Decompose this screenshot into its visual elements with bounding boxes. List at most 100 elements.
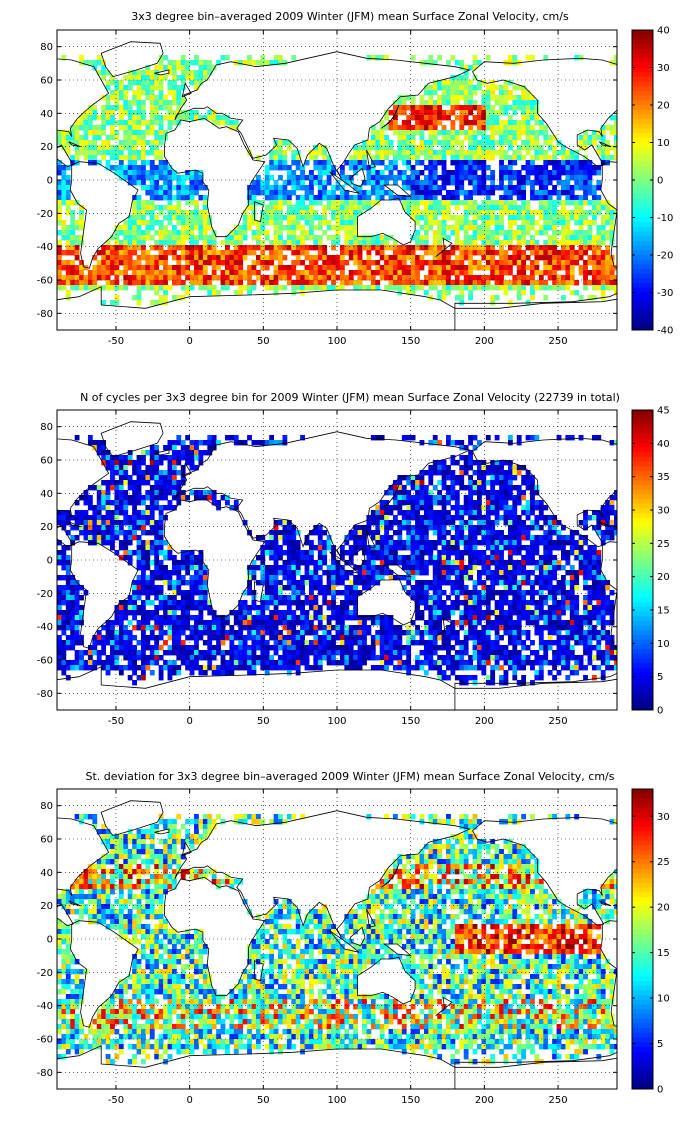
data-cell: [481, 140, 487, 146]
data-cell: [428, 110, 434, 116]
data-cell: [419, 185, 425, 191]
data-cell: [353, 160, 359, 166]
data-cell: [123, 505, 129, 511]
data-cell: [185, 185, 191, 191]
data-cell: [65, 290, 71, 296]
data-cell: [538, 185, 544, 191]
data-cell: [388, 195, 394, 201]
data-cell: [105, 540, 111, 546]
data-cell: [158, 230, 164, 236]
data-cell: [512, 530, 518, 536]
data-cell: [194, 240, 199, 246]
data-cell: [446, 550, 451, 556]
data-cell: [255, 235, 261, 241]
data-cell: [264, 185, 270, 191]
data-cell: [185, 230, 191, 236]
data-cell: [454, 480, 460, 486]
data-cell: [415, 205, 420, 211]
data-cell: [530, 250, 535, 256]
data-cell: [428, 550, 434, 556]
data-cell: [114, 485, 120, 491]
data-cell: [154, 280, 160, 286]
data-cell: [499, 495, 504, 501]
data-cell: [158, 295, 164, 301]
data-cell: [65, 515, 71, 521]
data-cell: [596, 265, 602, 271]
data-cell: [251, 185, 257, 191]
data-cell: [494, 220, 500, 226]
data-cell: [393, 520, 398, 526]
data-cell: [105, 520, 111, 526]
data-cell: [370, 545, 376, 551]
data-cell: [583, 180, 588, 186]
data-cell: [441, 560, 447, 566]
data-cell: [136, 105, 142, 111]
data-cell: [437, 515, 443, 521]
data-cell: [145, 65, 151, 71]
data-cell: [432, 440, 438, 446]
data-cell: [463, 115, 469, 121]
data-cell: [65, 250, 71, 256]
data-cell: [309, 155, 314, 161]
data-cell: [141, 155, 146, 161]
data-cell: [494, 505, 500, 511]
data-cell: [499, 535, 504, 541]
data-cell: [490, 550, 496, 556]
data-cell: [185, 210, 191, 216]
data-cell: [401, 270, 407, 276]
data-cell: [459, 290, 465, 296]
data-cell: [432, 170, 438, 176]
data-cell: [304, 190, 310, 196]
data-cell: [273, 440, 279, 446]
data-cell: [507, 255, 513, 261]
data-cell: [423, 120, 429, 126]
data-cell: [110, 130, 115, 136]
data-cell: [216, 255, 221, 261]
data-cell: [423, 180, 429, 186]
data-cell: [578, 170, 584, 176]
data-cell: [490, 210, 496, 216]
data-cell: [454, 285, 460, 291]
data-cell: [379, 535, 385, 541]
data-cell: [516, 95, 522, 101]
data-cell: [459, 65, 465, 71]
data-cell: [446, 80, 451, 86]
data-cell: [415, 285, 420, 291]
data-cell: [468, 175, 473, 181]
data-cell: [202, 490, 208, 496]
data-cell: [264, 230, 270, 236]
data-cell: [335, 180, 341, 186]
data-cell: [127, 485, 133, 491]
data-cell: [145, 510, 151, 516]
data-cell: [79, 55, 84, 61]
data-cell: [118, 225, 124, 231]
data-cell: [163, 490, 168, 496]
colorbar-segment: [632, 128, 653, 134]
data-cell: [463, 165, 469, 171]
data-cell: [74, 240, 80, 246]
data-cell: [167, 220, 173, 226]
colorbar-tick-label: 0: [657, 176, 663, 187]
data-cell: [220, 275, 226, 281]
data-cell: [401, 555, 407, 561]
data-cell: [481, 480, 487, 486]
data-cell: [463, 445, 469, 451]
data-cell: [406, 270, 412, 276]
data-cell: [158, 505, 164, 511]
data-cell: [587, 190, 593, 196]
data-cell: [136, 85, 142, 91]
data-cell: [251, 190, 257, 196]
data-cell: [136, 80, 142, 86]
data-cell: [477, 115, 482, 121]
data-cell: [278, 220, 283, 226]
data-cell: [145, 85, 151, 91]
data-cell: [189, 225, 195, 231]
data-cell: [176, 100, 182, 106]
data-cell: [163, 190, 168, 196]
data-cell: [525, 280, 531, 286]
data-cell: [450, 265, 456, 271]
data-cell: [326, 535, 332, 541]
data-cell: [101, 530, 107, 536]
data-cell: [428, 95, 434, 101]
data-cell: [278, 235, 283, 241]
